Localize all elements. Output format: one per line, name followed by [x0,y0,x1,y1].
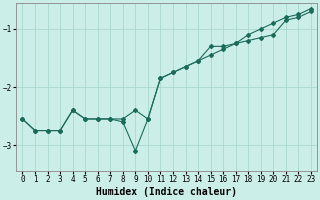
X-axis label: Humidex (Indice chaleur): Humidex (Indice chaleur) [96,187,237,197]
